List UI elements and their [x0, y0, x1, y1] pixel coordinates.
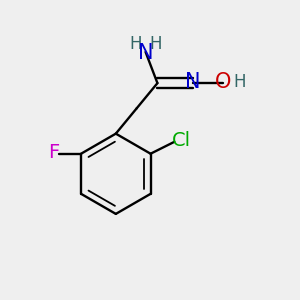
Text: H: H [150, 34, 162, 52]
Text: N: N [185, 72, 201, 92]
Text: N: N [138, 44, 153, 63]
Text: H: H [233, 73, 246, 91]
Text: O: O [214, 72, 231, 92]
Text: Cl: Cl [172, 131, 191, 150]
Text: F: F [48, 143, 59, 162]
Text: H: H [129, 34, 141, 52]
